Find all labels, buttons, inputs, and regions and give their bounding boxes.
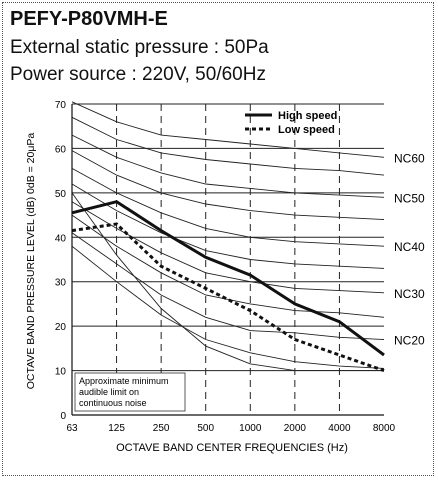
x-tick-label: 63 [66, 423, 78, 434]
y-tick-label: 40 [55, 233, 67, 244]
nc-curve [71, 168, 385, 247]
legend-label: Low speed [278, 124, 335, 136]
data-series [71, 200, 385, 373]
model-title: PEFY-P80VMH-E [10, 8, 168, 30]
annotation-line: Approximate minimum [79, 376, 169, 386]
nc-curve [71, 150, 385, 220]
nc-curve [71, 192, 384, 372]
x-axis-label: OCTAVE BAND CENTER FREQUENCIES (Hz) [116, 442, 348, 454]
nc-label: NC60 [394, 151, 425, 165]
y-tick-label: 30 [55, 278, 67, 289]
x-tick-label: 2000 [284, 423, 307, 434]
nc-curve [71, 214, 385, 318]
y-tick-label: 70 [55, 100, 67, 111]
y-tick-label: 50 [55, 189, 67, 200]
power-source-text: Power source : 220V, 50/60Hz [10, 64, 266, 85]
y-tick-label: 10 [55, 367, 67, 378]
low-speed-line [71, 222, 385, 373]
horizontal-gridlines [72, 103, 384, 372]
figure-frame [2, 2, 434, 476]
nc-label: NC50 [394, 191, 425, 205]
x-tick-label: 1000 [239, 423, 262, 434]
y-tick-label: 20 [55, 322, 67, 333]
nc-curve [71, 183, 385, 269]
nc-curve [71, 232, 385, 340]
nc-curve [71, 116, 385, 176]
annotation-line: continuous noise [79, 398, 147, 408]
y-tick-label: 0 [60, 411, 66, 422]
nc-curve [71, 101, 385, 158]
x-tick-label: 4000 [328, 423, 351, 434]
x-tick-label: 500 [197, 423, 214, 434]
axes [71, 104, 384, 416]
legend-label: High speed [278, 110, 337, 122]
chart-legend: High speed Low speed [245, 110, 337, 136]
x-tick-labels: 63 125 250 500 1000 2000 4000 8000 [66, 423, 395, 434]
y-tick-labels: 0 10 20 30 40 50 60 70 [55, 100, 67, 422]
nc-labels: NC60 NC50 NC40 NC30 NC20 [394, 151, 425, 347]
high-speed-line [71, 200, 385, 357]
nc-label: NC20 [394, 333, 425, 347]
x-tick-label: 250 [153, 423, 170, 434]
nc-curve [71, 134, 385, 198]
y-axis-label: OCTAVE BAND PRESSURE LEVEL (dB) 0dB = 20… [25, 133, 37, 390]
y-tick-label: 60 [55, 144, 67, 155]
vertical-gridlines [116, 104, 340, 415]
annotation-line: audible limit on [79, 387, 139, 397]
x-tick-label: 125 [108, 423, 125, 434]
static-pressure-text: External static pressure : 50Pa [10, 37, 269, 58]
nc-curve [71, 245, 385, 369]
nc-label: NC40 [394, 240, 425, 254]
nc-curves [71, 101, 385, 372]
annotation-box [74, 372, 186, 412]
nc-label: NC30 [394, 287, 425, 301]
x-tick-label: 8000 [373, 423, 396, 434]
